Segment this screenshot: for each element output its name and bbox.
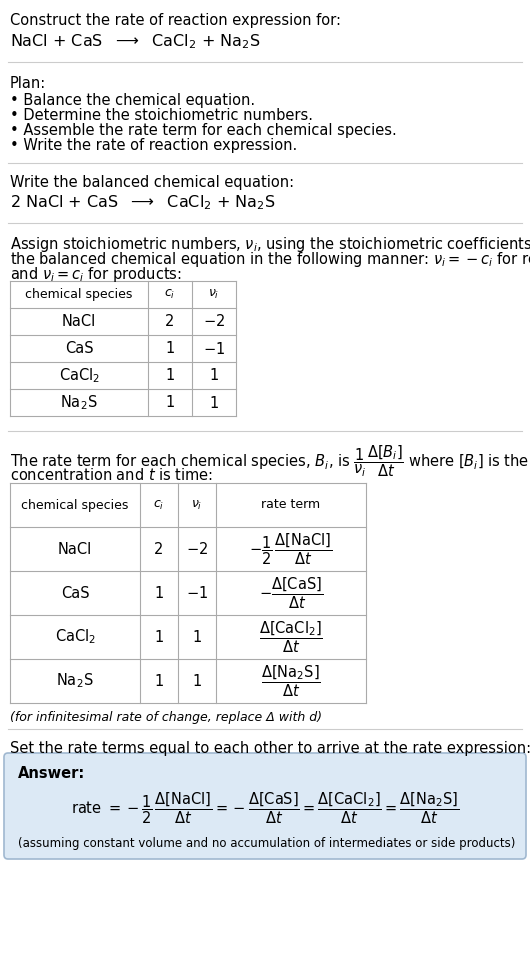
Text: (assuming constant volume and no accumulation of intermediates or side products): (assuming constant volume and no accumul… (18, 837, 515, 850)
Text: 2 NaCl + CaS  $\longrightarrow$  CaCl$_2$ + Na$_2$S: 2 NaCl + CaS $\longrightarrow$ CaCl$_2$ … (10, 193, 276, 212)
Text: $\nu_i$: $\nu_i$ (208, 288, 220, 301)
Text: • Determine the stoichiometric numbers.: • Determine the stoichiometric numbers. (10, 108, 313, 123)
Text: $-1$: $-1$ (186, 585, 208, 601)
Text: $-2$: $-2$ (203, 313, 225, 330)
Text: $1$: $1$ (192, 673, 202, 689)
Text: $-1$: $-1$ (203, 341, 225, 356)
Text: 1: 1 (165, 368, 174, 383)
Text: CaCl$_2$: CaCl$_2$ (55, 628, 95, 646)
Text: $1$: $1$ (192, 629, 202, 645)
Text: rate term: rate term (261, 499, 321, 511)
Text: Set the rate terms equal to each other to arrive at the rate expression:: Set the rate terms equal to each other t… (10, 741, 530, 756)
Text: $\dfrac{\Delta[\mathrm{CaCl_2}]}{\Delta t}$: $\dfrac{\Delta[\mathrm{CaCl_2}]}{\Delta … (259, 619, 323, 655)
Text: 1: 1 (154, 673, 164, 688)
Text: NaCl: NaCl (58, 542, 92, 556)
Text: • Write the rate of reaction expression.: • Write the rate of reaction expression. (10, 138, 297, 153)
Text: concentration and $t$ is time:: concentration and $t$ is time: (10, 467, 213, 483)
Text: $-\dfrac{\Delta[\mathrm{CaS}]}{\Delta t}$: $-\dfrac{\Delta[\mathrm{CaS}]}{\Delta t}… (259, 575, 323, 611)
FancyBboxPatch shape (4, 753, 526, 859)
Text: The rate term for each chemical species, $B_i$, is $\dfrac{1}{\nu_i}\dfrac{\Delt: The rate term for each chemical species,… (10, 443, 530, 478)
Text: $-2$: $-2$ (186, 541, 208, 557)
Text: 1: 1 (165, 395, 174, 410)
Text: • Balance the chemical equation.: • Balance the chemical equation. (10, 93, 255, 108)
Text: and $\nu_i = c_i$ for products:: and $\nu_i = c_i$ for products: (10, 265, 182, 284)
Text: Plan:: Plan: (10, 76, 46, 91)
Text: CaS: CaS (61, 586, 90, 600)
Text: Na$_2$S: Na$_2$S (56, 671, 94, 690)
Text: $-\dfrac{1}{2}\,\dfrac{\Delta[\mathrm{NaCl}]}{\Delta t}$: $-\dfrac{1}{2}\,\dfrac{\Delta[\mathrm{Na… (249, 531, 333, 567)
Text: Answer:: Answer: (18, 766, 85, 781)
Text: Assign stoichiometric numbers, $\nu_i$, using the stoichiometric coefficients, $: Assign stoichiometric numbers, $\nu_i$, … (10, 235, 530, 254)
Text: rate $= -\dfrac{1}{2}\,\dfrac{\Delta[\mathrm{NaCl}]}{\Delta t} = -\dfrac{\Delta[: rate $= -\dfrac{1}{2}\,\dfrac{\Delta[\ma… (71, 790, 459, 826)
Text: chemical species: chemical species (21, 499, 129, 511)
Text: $1$: $1$ (209, 394, 219, 411)
Text: 2: 2 (154, 542, 164, 556)
Text: $\nu_i$: $\nu_i$ (191, 499, 202, 511)
Text: NaCl: NaCl (62, 314, 96, 329)
Text: (for infinitesimal rate of change, replace Δ with d): (for infinitesimal rate of change, repla… (10, 711, 322, 724)
Text: $1$: $1$ (209, 368, 219, 384)
Text: NaCl + CaS  $\longrightarrow$  CaCl$_2$ + Na$_2$S: NaCl + CaS $\longrightarrow$ CaCl$_2$ + … (10, 32, 260, 51)
Text: CaS: CaS (65, 341, 93, 356)
Text: CaCl$_2$: CaCl$_2$ (58, 366, 100, 385)
Text: chemical species: chemical species (25, 288, 132, 301)
Text: Write the balanced chemical equation:: Write the balanced chemical equation: (10, 175, 294, 190)
Text: the balanced chemical equation in the following manner: $\nu_i = -c_i$ for react: the balanced chemical equation in the fo… (10, 250, 530, 269)
Text: 1: 1 (154, 586, 164, 600)
Text: $\dfrac{\Delta[\mathrm{Na_2S}]}{\Delta t}$: $\dfrac{\Delta[\mathrm{Na_2S}]}{\Delta t… (261, 664, 321, 699)
Text: $c_i$: $c_i$ (153, 499, 165, 511)
Text: 1: 1 (165, 341, 174, 356)
Text: 1: 1 (154, 630, 164, 644)
Text: $c_i$: $c_i$ (164, 288, 175, 301)
Text: Na$_2$S: Na$_2$S (60, 393, 98, 412)
Text: Construct the rate of reaction expression for:: Construct the rate of reaction expressio… (10, 13, 341, 28)
Text: • Assemble the rate term for each chemical species.: • Assemble the rate term for each chemic… (10, 123, 397, 138)
Text: 2: 2 (165, 314, 175, 329)
